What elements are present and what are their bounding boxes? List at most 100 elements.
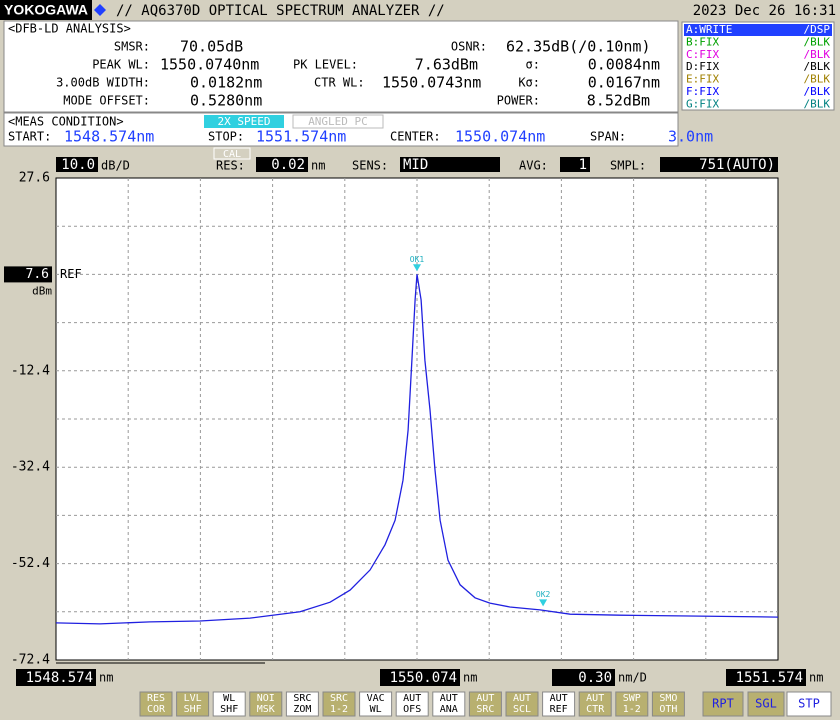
mode-label[interactable]: RPT xyxy=(712,697,734,711)
softkey[interactable] xyxy=(578,691,612,717)
softkey-label[interactable]: MSK xyxy=(257,704,275,715)
analysis-label: MODE OFFSET: xyxy=(63,94,150,108)
analysis-title: <DFB-LD ANALYSIS> xyxy=(8,22,131,36)
x-tick-label: 1548.574 xyxy=(26,670,93,686)
softkey-label[interactable]: AUT xyxy=(586,693,604,704)
mode-label[interactable]: STP xyxy=(798,697,820,711)
analysis-value: 8.52dBm xyxy=(587,92,650,110)
trace-mode[interactable]: /BLK xyxy=(804,60,831,73)
softkey[interactable] xyxy=(468,691,502,717)
sens: MID xyxy=(403,157,428,173)
softkey-label[interactable]: LVL xyxy=(184,693,202,704)
trace-name[interactable]: G:FIX xyxy=(686,97,719,110)
trace-mode[interactable]: /BLK xyxy=(804,73,831,86)
ref-box xyxy=(4,266,52,283)
trace-mode[interactable]: /BLK xyxy=(804,48,831,61)
y-tick-label: 27.6 xyxy=(19,171,50,186)
softkey[interactable] xyxy=(285,691,319,717)
softkey[interactable] xyxy=(176,691,210,717)
softkey-label[interactable]: AUT xyxy=(476,693,494,704)
y-tick-label: -12.4 xyxy=(11,363,50,378)
softkey-label[interactable]: SRC xyxy=(293,693,311,704)
datetime: 2023 Dec 26 16:31 xyxy=(693,3,836,19)
x-tick-label: 0.30 xyxy=(578,670,612,686)
trace-name[interactable]: C:FIX xyxy=(686,48,719,61)
softkey[interactable] xyxy=(542,691,576,717)
trace-mode[interactable]: /DSP xyxy=(804,23,831,36)
trace-mode[interactable]: /BLK xyxy=(804,97,831,110)
softkey-label[interactable]: SHF xyxy=(184,704,202,715)
sens-box xyxy=(400,157,500,172)
softkey-label[interactable]: AUT xyxy=(440,693,458,704)
softkey-label[interactable]: 1-2 xyxy=(330,704,348,715)
res: 0.02 xyxy=(271,157,305,173)
analysis-label: Kσ: xyxy=(518,76,540,90)
meas-value: 3.0nm xyxy=(668,128,713,146)
meas-value: 1551.574nm xyxy=(256,128,346,146)
softkey-label[interactable]: SMO xyxy=(659,693,677,704)
softkey[interactable] xyxy=(395,691,429,717)
softkey-label[interactable]: AUT xyxy=(403,693,421,704)
softkey-label[interactable]: REF xyxy=(550,704,568,715)
ref-level: 7.6 xyxy=(26,267,49,282)
trace-name[interactable]: D:FIX xyxy=(686,60,719,73)
res-unit: nm xyxy=(311,159,325,173)
softkey-label[interactable]: COR xyxy=(147,704,166,715)
softkey-label[interactable]: CTR xyxy=(586,704,605,715)
mode-key[interactable] xyxy=(702,691,744,717)
softkey[interactable] xyxy=(249,691,283,717)
softkey-label[interactable]: SCL xyxy=(513,704,531,715)
softkey-label[interactable]: OFS xyxy=(403,704,421,715)
analysis-label: SMSR: xyxy=(114,40,150,54)
softkey[interactable] xyxy=(651,691,685,717)
softkey[interactable] xyxy=(322,691,356,717)
mode-key[interactable] xyxy=(786,691,832,717)
smpl: 751(AUTO) xyxy=(699,157,775,173)
mode-key[interactable] xyxy=(747,691,785,717)
softkey-label[interactable]: ZOM xyxy=(293,704,311,715)
softkey-label[interactable]: VAC xyxy=(367,693,385,704)
x-label-box xyxy=(380,669,460,686)
softkey-label[interactable]: SRC xyxy=(330,693,348,704)
analysis-value: 0.0084nm xyxy=(588,56,660,74)
softkey-label[interactable]: SHF xyxy=(220,704,238,715)
softkey-label[interactable]: NOI xyxy=(257,693,275,704)
softkey[interactable] xyxy=(139,691,173,717)
marker-label: OK2 xyxy=(536,590,551,599)
x-tick-label: 1550.074 xyxy=(390,670,457,686)
softkey[interactable] xyxy=(615,691,649,717)
avg-label: AVG: xyxy=(519,159,548,173)
trace-name[interactable]: E:FIX xyxy=(686,73,719,86)
softkey-label[interactable]: SWP xyxy=(623,693,641,704)
softkey-label[interactable]: ANA xyxy=(440,704,458,715)
analysis-value: 0.0167nm xyxy=(588,74,660,92)
analysis-value: 1550.0740nm xyxy=(160,56,259,74)
softkey-label[interactable]: AUT xyxy=(513,693,531,704)
softkey[interactable] xyxy=(212,691,246,717)
res-label: RES: xyxy=(216,159,245,173)
softkey-label[interactable]: SRC xyxy=(476,704,494,715)
trace-name[interactable]: A:WRITE xyxy=(686,23,732,36)
ref-unit: dBm xyxy=(32,284,52,297)
analysis-label: OSNR: xyxy=(451,40,487,54)
x-unit: nm xyxy=(463,671,477,685)
softkey-label[interactable]: WL xyxy=(370,704,382,715)
softkey[interactable] xyxy=(432,691,466,717)
softkey-label[interactable]: OTH xyxy=(659,704,677,715)
analysis-label: CTR WL: xyxy=(314,76,365,90)
softkey-label[interactable]: WL xyxy=(223,693,235,704)
softkey[interactable] xyxy=(359,691,393,717)
trace-name[interactable]: F:FIX xyxy=(686,85,719,98)
softkey[interactable] xyxy=(505,691,539,717)
analysis-value: 62.35dB(/0.10nm) xyxy=(506,38,651,56)
tag-speed xyxy=(204,115,284,128)
softkey-label[interactable]: 1-2 xyxy=(623,704,641,715)
cal: CAL xyxy=(223,149,241,160)
trace-name[interactable]: B:FIX xyxy=(686,35,719,48)
softkey-label[interactable]: AUT xyxy=(550,693,568,704)
mode-label[interactable]: SGL xyxy=(755,697,777,711)
softkey-label[interactable]: RES xyxy=(147,693,165,704)
trace-mode[interactable]: /BLK xyxy=(804,35,831,48)
trace-mode[interactable]: /BLK xyxy=(804,85,831,98)
